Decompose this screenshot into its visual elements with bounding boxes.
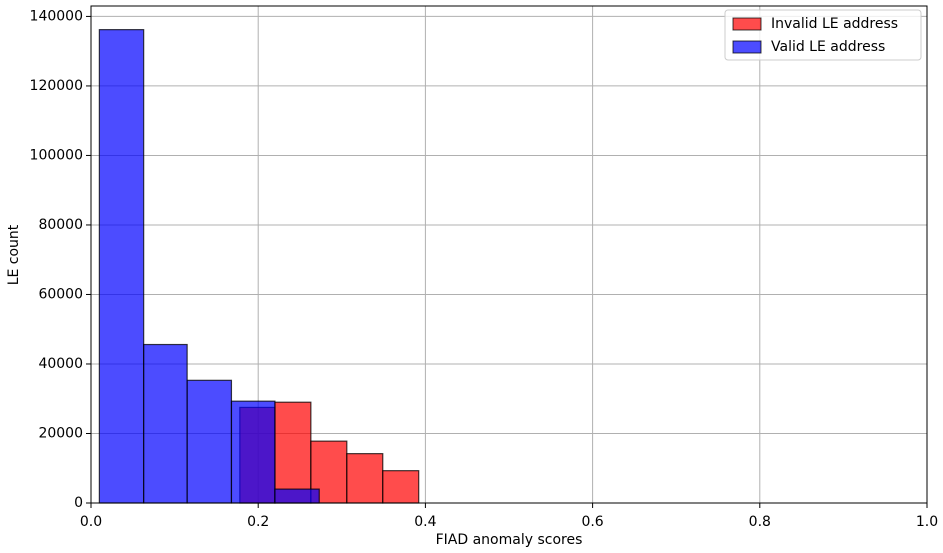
- legend-swatch: [732, 40, 762, 54]
- x-axis-label: FIAD anomaly scores: [436, 532, 583, 548]
- legend-swatch: [732, 17, 762, 31]
- x-tick-label: 0.2: [247, 514, 269, 530]
- y-axis-label: LE count: [6, 224, 22, 285]
- histogram-bar: [274, 488, 320, 504]
- histogram-bar: [230, 400, 276, 504]
- y-tick-label: 0: [74, 495, 83, 511]
- y-tick-label: 80000: [38, 217, 83, 233]
- x-tick-label: 0.0: [80, 514, 102, 530]
- y-tick-label: 20000: [38, 425, 83, 441]
- x-tick-label: 0.8: [749, 514, 771, 530]
- x-tick-label: 0.6: [581, 514, 603, 530]
- legend-box: [724, 9, 922, 61]
- histogram-bar: [186, 379, 233, 504]
- y-tick-label: 120000: [30, 78, 83, 94]
- y-tick-label: 60000: [38, 286, 83, 302]
- histogram-bar: [98, 29, 145, 504]
- histogram-bar: [346, 453, 384, 504]
- plot-frame: [90, 5, 928, 504]
- legend-label: Valid LE address: [771, 39, 885, 55]
- y-tick-label: 100000: [30, 147, 83, 163]
- y-tick-label: 140000: [30, 8, 83, 24]
- histogram-bar: [382, 470, 420, 504]
- legend-label: Invalid LE address: [771, 16, 898, 32]
- x-tick-label: 1.0: [916, 514, 938, 530]
- y-tick-label: 40000: [38, 356, 83, 372]
- x-tick-label: 0.4: [414, 514, 436, 530]
- histogram-bar: [274, 401, 312, 504]
- histogram-bar: [143, 343, 188, 504]
